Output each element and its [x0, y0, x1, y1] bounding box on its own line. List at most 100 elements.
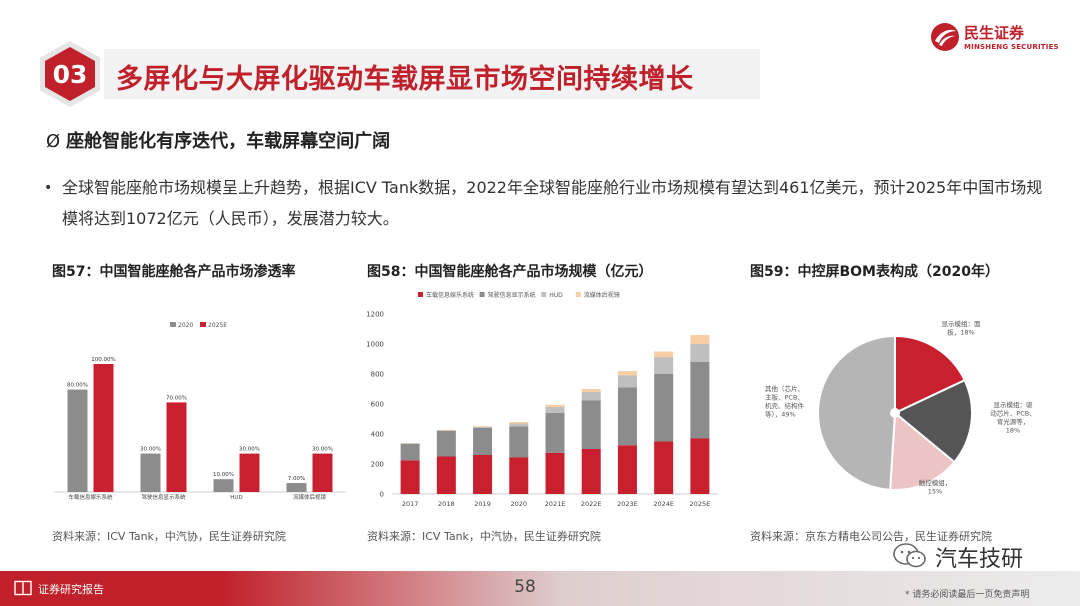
x-tick-label: 2025E — [690, 500, 711, 508]
legend-swatch-1 — [479, 292, 485, 297]
stack-segment-1-3 — [509, 426, 529, 458]
bar-1-3 — [312, 453, 333, 492]
subtitle-text: 座舱智能化有序迭代，车载屏幕空间广阔 — [66, 131, 391, 152]
x-tick-label: 2017 — [402, 500, 419, 508]
stack-segment-2-8 — [690, 344, 710, 362]
subtitle: Ø 座舱智能化有序迭代，车载屏幕空间广阔 — [46, 127, 390, 153]
page-number: 58 — [514, 577, 536, 597]
x-tick-label: 车载信息娱乐系统 — [68, 493, 113, 501]
stack-segment-3-3 — [509, 422, 529, 424]
slice-label-line: 显示模组：驱 — [994, 400, 1034, 409]
x-tick-label: 2024E — [653, 500, 674, 508]
watermark-text: 汽车技研 — [935, 547, 1024, 572]
bullet-paragraph: 全球智能座舱市场规模呈上升趋势，根据ICV Tank数据，2022年全球智能座舱… — [62, 178, 1043, 228]
stack-segment-1-8 — [690, 362, 710, 439]
y-tick-label: 400 — [371, 431, 384, 439]
bar-0-1 — [140, 453, 161, 492]
legend-label-0: 2020 — [178, 322, 193, 329]
footer-gradient — [220, 571, 1080, 606]
book-icon — [14, 580, 32, 596]
bar-1-1 — [166, 402, 187, 492]
logo-english-name: MINSHENG SECURITIES — [964, 43, 1059, 51]
bar-0-3 — [286, 483, 307, 492]
stack-segment-1-0 — [400, 443, 420, 461]
stack-segment-0-6 — [617, 445, 637, 494]
y-tick-label: 200 — [371, 461, 384, 469]
legend-swatch-0 — [170, 322, 176, 327]
figure59-title: 图59：中控屏BOM表构成（2020年） — [750, 264, 999, 280]
x-tick-label: 驾驶信息显示系统 — [141, 493, 186, 501]
bom-donut-chart: 显示模组：面板，18% 显示模组：驱动芯片、PCB、背光源等， 18% 触控模组， 15… — [765, 319, 1036, 496]
donut-slice-1 — [896, 378, 973, 464]
stack-segment-1-7 — [654, 374, 674, 442]
slice-label-line: 其他（芯片、 — [765, 384, 804, 393]
bar-value-label: 30.00% — [312, 447, 333, 453]
slice-label-line: 机壳、结构件 — [765, 401, 805, 410]
slice-label-1: 显示模组：驱动芯片、PCB、背光源等， 18% — [990, 400, 1035, 435]
stack-segment-0-4 — [545, 452, 565, 494]
stack-segment-1-6 — [617, 387, 637, 446]
subtitle-mark: Ø — [46, 131, 61, 152]
legend-swatch-1 — [200, 322, 206, 327]
x-tick-label: 流媒体后视镜 — [293, 493, 327, 501]
slice-label-line: 显示模组：面 — [942, 319, 982, 328]
slice-label-line: 背光源等， — [997, 417, 1030, 426]
x-tick-label: 2018 — [438, 500, 455, 508]
stack-segment-1-2 — [473, 428, 493, 455]
section-badge: 03 — [36, 40, 104, 108]
y-tick-label: 0 — [380, 491, 384, 499]
figure58-source: 资料来源：ICV Tank，中汽协，民生证券研究院 — [367, 530, 601, 543]
stack-segment-1-4 — [545, 413, 565, 453]
x-tick-label: 2019 — [474, 500, 491, 508]
figure58-title: 图58：中国智能座舱各产品市场规模（亿元） — [367, 264, 653, 280]
bullet-dot: • — [44, 180, 53, 196]
stack-segment-2-5 — [581, 392, 601, 401]
section-number: 03 — [52, 59, 88, 89]
x-tick-label: 2022E — [581, 500, 602, 508]
stack-segment-2-3 — [509, 423, 529, 427]
stack-segment-2-1 — [436, 430, 456, 431]
bar-0-0 — [67, 389, 88, 492]
y-tick-label: 1200 — [366, 311, 384, 319]
stack-segment-0-3 — [509, 457, 529, 494]
legend-label-1: 驾驶信息显示系统 — [488, 291, 536, 299]
y-tick-label: 800 — [371, 371, 384, 379]
donut-slice-0 — [894, 334, 967, 413]
y-tick-label: 1000 — [366, 341, 384, 349]
bar-1-0 — [93, 364, 114, 492]
slice-label-line: 动芯片、PCB、 — [990, 409, 1035, 418]
penetration-bar-chart: 2020 2025E 80.00% 100.00% 车载信息娱乐系统 30.00% 70.0… — [54, 322, 346, 501]
stack-segment-2-7 — [654, 357, 674, 374]
stack-segment-3-8 — [690, 335, 710, 344]
x-tick-label: 2023E — [617, 500, 638, 508]
legend-label-2: HUD — [549, 292, 563, 299]
stack-segment-3-5 — [581, 389, 601, 392]
bar-1-2 — [239, 453, 260, 492]
hexagon-badge-icon — [40, 41, 100, 107]
page-title: 多屏化与大屏化驱动车载屏显市场空间持续增长 — [116, 64, 694, 95]
bar-value-label: 70.00% — [166, 395, 187, 401]
bar-value-label: 30.00% — [239, 447, 260, 453]
slice-label-line: 15% — [928, 488, 942, 496]
legend-label-3: 流媒体后视镜 — [584, 291, 620, 299]
stack-segment-2-2 — [473, 426, 493, 428]
donut-slice-3 — [817, 334, 896, 491]
slice-label-0: 显示模组：面板，18% — [942, 319, 982, 337]
stack-segment-0-8 — [690, 438, 710, 494]
figure59-source: 资料来源：京东方精电公司公告，民生证券研究院 — [750, 530, 992, 543]
market-size-stacked-bar-chart: 车载信息娱乐系统 驾驶信息显示系统 HUD 流媒体后视镜 0 200 400 600 800 10… — [366, 291, 718, 508]
bar-value-label: 10.00% — [213, 472, 234, 478]
slice-label-line: 18% — [1006, 427, 1020, 435]
legend-swatch-0 — [418, 292, 423, 297]
bar-value-label: 7.00% — [288, 476, 305, 482]
figure57-title: 图57：中国智能座舱各产品市场渗透率 — [52, 264, 296, 280]
y-tick-label: 600 — [371, 401, 384, 409]
logo-chinese-name: 民生证券 — [964, 24, 1025, 42]
stack-segment-0-2 — [473, 455, 493, 494]
footer-bar: 证券研究报告 58 * 请务必阅读最后一页免责声明 — [0, 571, 1080, 606]
figure57-source: 资料来源：ICV Tank，中汽协，民生证券研究院 — [52, 530, 286, 543]
slice-label-line: 触控模组， — [919, 478, 952, 487]
legend-label-0: 车载信息娱乐系统 — [426, 291, 474, 299]
bar-value-label: 80.00% — [67, 383, 88, 389]
wechat-icon — [893, 543, 926, 568]
